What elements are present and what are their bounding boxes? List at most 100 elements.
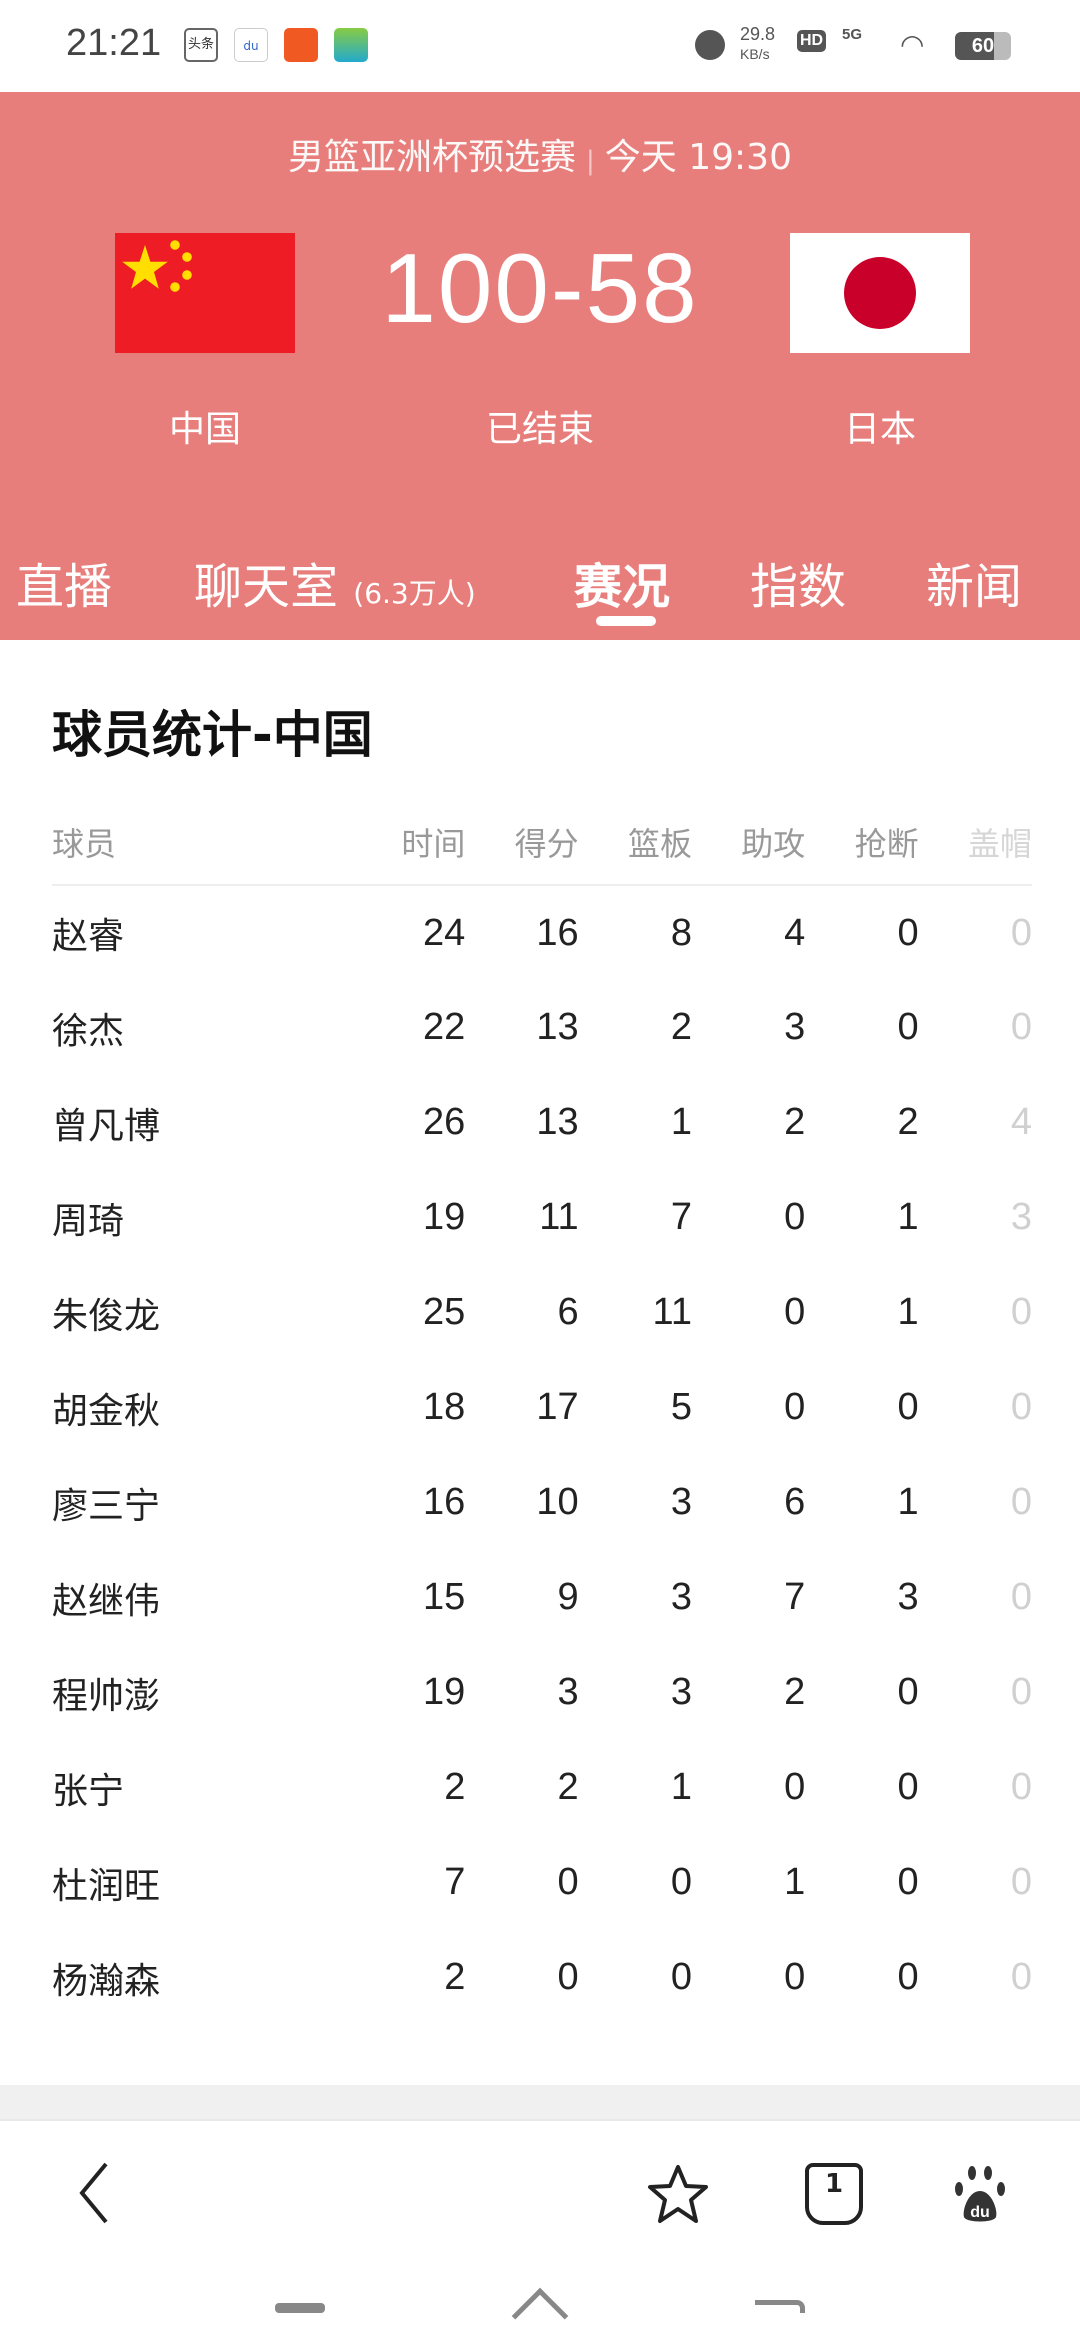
tab-chatroom[interactable]: 聊天室 (6.3万人): [194, 547, 476, 617]
system-recents-button[interactable]: [275, 2303, 325, 2313]
section-title: 球员统计-中国: [52, 706, 373, 764]
tab-news[interactable]: 新闻: [926, 559, 1023, 615]
table-row[interactable]: 赵继伟 15 9 3 7 3 0: [52, 1550, 1032, 1645]
stat-cell: 0: [897, 911, 919, 954]
stat-cell: 2: [444, 1956, 466, 1998]
away-team-name: 日本: [843, 409, 916, 450]
stat-cell: 3: [670, 1481, 692, 1523]
baidu-icon: du: [234, 28, 268, 62]
stat-cell: 15: [423, 1576, 466, 1618]
stat-cell: 26: [423, 1101, 466, 1143]
table-row[interactable]: 周琦 19 11 7 0 1 3: [52, 1170, 1032, 1265]
tab-index[interactable]: 指数: [750, 559, 847, 615]
stat-cell: 0: [784, 1196, 806, 1238]
stat-cell: 0: [897, 1861, 919, 1903]
player-name: 张宁: [52, 1769, 125, 1811]
star-icon[interactable]: [646, 2163, 710, 2225]
alarm-icon: [695, 30, 725, 60]
table-row[interactable]: 徐杰 22 13 2 3 0 0: [52, 980, 1032, 1075]
table-row[interactable]: 杜润旺 7 0 0 1 0 0: [52, 1835, 1032, 1930]
table-row[interactable]: 赵睿 24 16 8 4 0 0: [52, 885, 1032, 980]
stat-cell: 0: [1010, 1481, 1032, 1523]
stat-cell: 8: [670, 911, 692, 954]
player-name: 廖三宁: [52, 1484, 161, 1526]
stat-cell: 0: [670, 1956, 692, 1998]
stat-cell: 2: [897, 1101, 919, 1143]
signal-5g-icon: 5G: [842, 26, 863, 43]
svg-text:du: du: [970, 2204, 990, 2221]
stat-cell: 0: [1010, 911, 1032, 954]
tabs-icon[interactable]: 1: [805, 2163, 863, 2225]
stat-cell: 1: [784, 1861, 806, 1903]
stat-cell: 17: [536, 1386, 579, 1428]
stat-cell: 1: [897, 1196, 919, 1238]
stat-cell: 0: [1010, 1766, 1032, 1808]
stat-cell: 2: [784, 1101, 806, 1143]
system-back-button[interactable]: [755, 2300, 805, 2313]
stat-cell: 0: [557, 1956, 579, 1998]
column-header: 球员: [52, 800, 352, 886]
column-header: 得分: [465, 800, 579, 886]
table-row[interactable]: 张宁 2 2 1 0 0 0: [52, 1740, 1032, 1835]
player-name: 杨瀚森: [52, 1959, 161, 2001]
table-row[interactable]: 杨瀚森 2 0 0 0 0 0: [52, 1930, 1032, 2025]
match-status: 已结束: [485, 409, 594, 450]
league-name: 男篮亚洲杯预选赛: [288, 137, 577, 178]
column-header: 助攻: [691, 800, 806, 886]
match-time: 今天 19:30: [604, 137, 792, 178]
stat-cell: 0: [784, 1766, 806, 1808]
player-name: 朱俊龙: [52, 1294, 161, 1336]
japan-flag-icon: [790, 233, 970, 353]
stat-cell: 0: [784, 1386, 806, 1428]
table-row[interactable]: 朱俊龙 25 6 11 0 1 0: [52, 1265, 1032, 1360]
stat-cell: 7: [444, 1861, 466, 1903]
home-team-name: 中国: [168, 409, 241, 450]
player-name: 周琦: [52, 1199, 125, 1241]
player-name: 徐杰: [52, 1009, 125, 1051]
stat-cell: 0: [1010, 1006, 1032, 1048]
net-speed-unit: KB/s: [740, 46, 770, 62]
clock: 21:21: [66, 22, 162, 64]
stat-cell: 0: [897, 1956, 919, 1998]
stat-cell: 2: [557, 1766, 579, 1808]
table-row[interactable]: 曾凡博 26 13 1 2 2 4: [52, 1075, 1032, 1170]
column-header: 盖帽: [918, 800, 1032, 886]
stat-cell: 3: [784, 1006, 806, 1048]
system-home-button[interactable]: [511, 2287, 569, 2344]
player-name: 杜润旺: [52, 1864, 161, 1906]
stat-cell: 0: [1010, 1671, 1032, 1713]
stat-cell: 7: [670, 1196, 692, 1238]
stat-cell: 24: [423, 911, 466, 954]
stat-cell: 1: [897, 1481, 919, 1523]
tab-match-status[interactable]: 赛况: [574, 559, 671, 615]
column-header: 篮板: [578, 800, 692, 886]
status-bar: 21:21 头条 du 29.8 KB/s HD 5G ◠ 60: [0, 0, 1080, 92]
stat-cell: 0: [1010, 1861, 1032, 1903]
player-name: 曾凡博: [52, 1104, 161, 1146]
stat-cell: 11: [652, 1291, 692, 1333]
player-name: 程帅澎: [52, 1674, 161, 1716]
stat-cell: 13: [536, 1101, 579, 1143]
stat-cell: 9: [557, 1576, 579, 1618]
ai-app-icon: [334, 28, 368, 62]
stat-cell: 19: [423, 1196, 466, 1238]
stat-cell: 3: [897, 1576, 919, 1618]
tab-live[interactable]: 直播: [16, 559, 113, 615]
stat-cell: 1: [897, 1291, 919, 1333]
stat-cell: 3: [1010, 1196, 1032, 1238]
stat-cell: 16: [536, 911, 579, 954]
stat-cell: 0: [557, 1861, 579, 1903]
table-row[interactable]: 胡金秋 18 17 5 0 0 0: [52, 1360, 1032, 1455]
table-row[interactable]: 程帅澎 19 3 3 2 0 0: [52, 1645, 1032, 1740]
stat-cell: 0: [1010, 1291, 1032, 1333]
baidu-paw-icon[interactable]: du: [950, 2165, 1010, 2225]
player-name: 胡金秋: [52, 1389, 161, 1431]
stat-cell: 19: [423, 1671, 466, 1713]
back-icon[interactable]: [70, 2160, 120, 2226]
player-name: 赵睿: [52, 915, 125, 956]
stat-cell: 0: [1010, 1386, 1032, 1428]
stat-cell: 0: [784, 1291, 806, 1333]
stat-cell: 2: [444, 1766, 466, 1808]
table-row[interactable]: 廖三宁 16 10 3 6 1 0: [52, 1455, 1032, 1550]
stat-cell: 5: [670, 1386, 692, 1428]
